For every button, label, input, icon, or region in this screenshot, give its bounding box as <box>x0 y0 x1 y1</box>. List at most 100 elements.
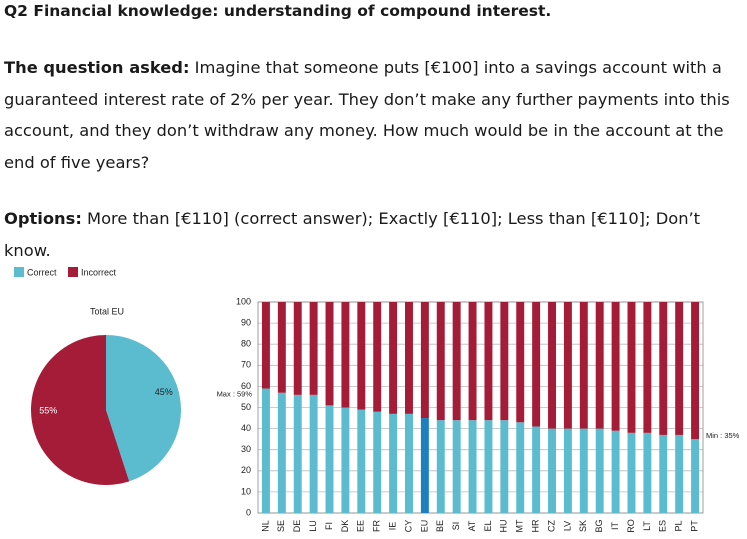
question: The question asked: Imagine that someone… <box>4 52 746 178</box>
bar-segment <box>261 302 270 389</box>
y-tick-label: 70 <box>241 360 251 370</box>
x-tick-label: IT <box>610 521 620 530</box>
x-tick-label: PT <box>689 520 699 532</box>
bar-segment <box>643 302 652 433</box>
bar-segment <box>452 302 461 421</box>
bar-segment <box>357 409 366 513</box>
x-tick-label: BG <box>594 519 604 532</box>
bar-segment <box>579 428 588 513</box>
bar-segment <box>341 407 350 513</box>
x-tick-label: EU <box>419 520 429 533</box>
max-annotation: Max : 59% <box>217 389 253 398</box>
bar-segment <box>468 302 477 421</box>
pie-label: 45% <box>155 387 173 397</box>
x-tick-label: RO <box>626 519 636 533</box>
x-tick-label: FI <box>324 522 334 530</box>
x-tick-label: LU <box>308 520 318 532</box>
bar-segment <box>643 432 652 513</box>
bar-segment <box>579 302 588 429</box>
bar-segment <box>325 405 334 513</box>
bar-segment <box>389 302 398 414</box>
min-annotation: Min : 35% <box>706 431 740 440</box>
bar-segment <box>691 302 700 440</box>
y-tick-label: 0 <box>246 507 251 517</box>
bar-segment <box>405 413 413 513</box>
bar-segment <box>516 302 525 423</box>
bar-segment <box>659 434 668 513</box>
x-tick-label: IE <box>387 522 397 531</box>
legend-swatch <box>14 267 24 277</box>
x-tick-label: ES <box>658 520 668 532</box>
bar-segment <box>500 302 509 421</box>
pie-slice <box>30 335 130 485</box>
x-tick-label: DE <box>292 520 302 533</box>
x-tick-label: DK <box>340 520 350 533</box>
title: Q2 Financial knowledge: understanding of… <box>4 2 552 20</box>
x-tick-label: BE <box>435 520 445 532</box>
y-tick-label: 90 <box>241 317 251 327</box>
bar-segment <box>293 302 302 395</box>
x-tick-label: LT <box>642 521 652 531</box>
y-tick-label: 60 <box>241 381 251 391</box>
bar-segment <box>627 302 636 433</box>
bar-segment <box>595 428 604 513</box>
x-tick-label: HU <box>499 520 509 533</box>
bar-segment <box>357 302 366 410</box>
x-tick-label: HR <box>531 519 541 532</box>
x-tick-label: PL <box>674 520 684 531</box>
x-tick-label: EE <box>356 520 366 532</box>
bar-segment <box>500 420 509 513</box>
x-tick-label: CZ <box>546 520 556 532</box>
x-tick-label: SE <box>276 520 286 532</box>
bar-segment <box>691 439 700 513</box>
bar-segment <box>277 302 286 393</box>
bar-segment <box>325 302 334 406</box>
bar-segment <box>659 302 668 435</box>
bar-segment <box>436 302 445 421</box>
question-text: Imagine that someone puts [€100] into a … <box>4 58 730 172</box>
bar-segment <box>277 392 286 513</box>
y-tick-label: 10 <box>241 486 251 496</box>
bar-segment <box>595 302 604 429</box>
bar-segment <box>452 420 461 513</box>
x-tick-label: SI <box>451 522 461 531</box>
bar-segment <box>516 422 525 513</box>
bar-segment <box>420 418 429 513</box>
bar-segment <box>405 302 413 414</box>
bar-segment <box>484 420 493 513</box>
bar-segment <box>309 302 318 395</box>
x-tick-label: MT <box>515 519 525 532</box>
bar-segment <box>611 430 620 513</box>
y-tick-label: 50 <box>241 402 251 412</box>
y-tick-label: 30 <box>241 444 251 454</box>
x-tick-label: FR <box>372 520 382 532</box>
bar-segment <box>261 388 270 513</box>
y-tick-label: 20 <box>241 465 251 475</box>
pie-title: Total EU <box>90 306 124 316</box>
bar-segment <box>675 302 684 435</box>
bar-segment <box>389 413 398 513</box>
bar-segment <box>548 302 556 429</box>
bar-segment <box>532 302 541 427</box>
x-tick-label: CY <box>403 520 413 533</box>
x-tick-label: LV <box>562 521 572 531</box>
x-tick-label: AT <box>467 520 477 531</box>
x-tick-label: SK <box>578 520 588 532</box>
bar-segment <box>373 411 382 513</box>
bar-segment <box>484 302 493 421</box>
options: Options: More than [€110] (correct answe… <box>4 203 746 266</box>
pie-slice <box>106 335 181 482</box>
options-text: More than [€110] (correct answer); Exact… <box>4 209 701 260</box>
bar-segment <box>563 302 572 429</box>
bar-segment <box>420 302 429 419</box>
y-tick-label: 100 <box>236 296 251 306</box>
options-label: Options: <box>4 209 82 228</box>
legend-swatch <box>68 267 78 277</box>
bar-segment <box>675 434 684 513</box>
x-tick-label: EL <box>483 520 493 531</box>
x-tick-label: NL <box>260 520 270 532</box>
bar-segment <box>627 432 636 513</box>
